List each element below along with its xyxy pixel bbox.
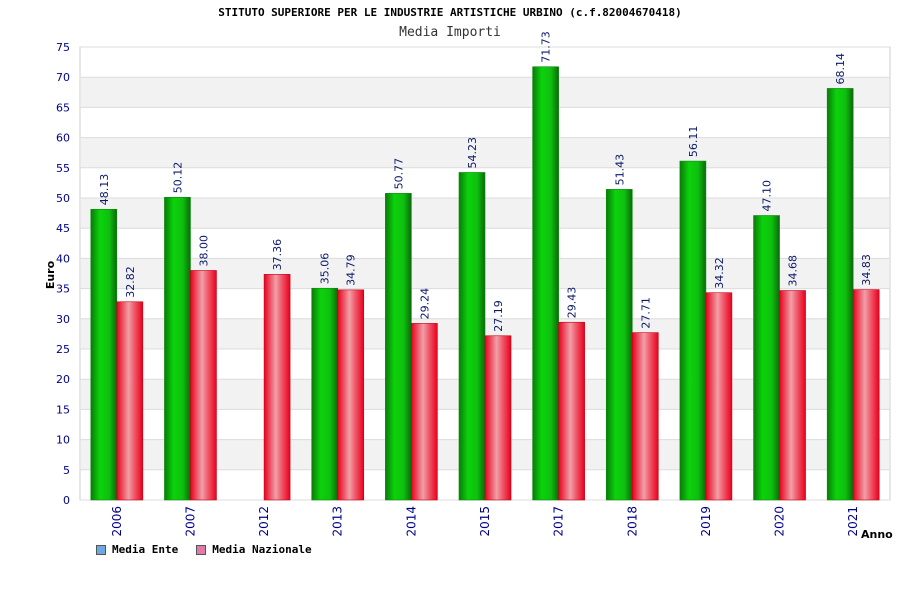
value-label-media-nazionale-2021: 34.83 xyxy=(860,254,873,286)
value-label-media-ente-2007: 50.12 xyxy=(171,162,184,194)
chart-subtitle: Media Importi xyxy=(399,25,501,40)
x-tick-label-2006: 2006 xyxy=(110,506,124,537)
legend-item-media-ente: Media Ente xyxy=(96,543,178,556)
bar-value-labels: 48.13 32.82 50.12 38.00 37.36 35.06 34.79 50.77… xyxy=(98,31,873,332)
value-label-media-ente-2015: 54.23 xyxy=(466,137,479,169)
legend-label-media-nazionale: Media Nazionale xyxy=(212,543,312,556)
value-label-media-nazionale-2006: 32.82 xyxy=(124,266,137,298)
legend-item-media-nazionale: Media Nazionale xyxy=(196,543,312,556)
legend-label-media-ente: Media Ente xyxy=(112,543,179,556)
value-label-media-ente-2021: 68.14 xyxy=(834,53,847,85)
x-tick-label-2020: 2020 xyxy=(773,506,787,537)
value-label-media-ente-2014: 50.77 xyxy=(392,158,405,190)
bar-media-ente-2017 xyxy=(532,66,559,501)
x-tick-label-2017: 2017 xyxy=(552,506,566,537)
y-tick-label: 40 xyxy=(56,252,70,265)
x-tick-label-2013: 2013 xyxy=(331,506,345,537)
legend: Media Ente Media Nazionale xyxy=(96,543,312,556)
y-tick-label: 15 xyxy=(56,403,70,416)
value-label-media-nazionale-2014: 29.24 xyxy=(418,288,431,320)
value-label-media-nazionale-2020: 34.68 xyxy=(787,255,800,287)
legend-swatch-media-ente xyxy=(96,544,106,555)
y-tick-label: 55 xyxy=(56,162,70,175)
bar-media-nazionale-2014 xyxy=(411,323,438,501)
bar-media-nazionale-2006 xyxy=(116,301,144,501)
background-band xyxy=(81,77,889,108)
bar-media-ente-2006 xyxy=(90,208,118,501)
value-label-media-nazionale-2013: 34.79 xyxy=(345,254,358,286)
background-band xyxy=(81,137,889,168)
x-tick-label-2019: 2019 xyxy=(699,506,713,537)
bar-media-nazionale-2007 xyxy=(190,270,217,501)
y-tick-label: 30 xyxy=(56,313,70,326)
bar-media-nazionale-2012 xyxy=(263,274,291,501)
y-tick-label: 75 xyxy=(56,41,70,54)
bar-media-ente-2020 xyxy=(753,215,780,501)
y-tick-label: 50 xyxy=(56,192,70,205)
value-label-media-nazionale-2018: 27.71 xyxy=(639,297,652,329)
bar-media-ente-2007 xyxy=(164,196,191,501)
x-tick-label-2018: 2018 xyxy=(625,506,639,537)
bar-media-nazionale-2013 xyxy=(337,289,365,501)
value-label-media-ente-2013: 35.06 xyxy=(319,253,332,285)
value-label-media-nazionale-2015: 27.19 xyxy=(492,300,505,332)
bar-media-ente-2021 xyxy=(826,88,854,501)
bar-media-ente-2018 xyxy=(605,189,633,501)
value-label-media-nazionale-2012: 37.36 xyxy=(271,239,284,271)
x-axis-title: Anno xyxy=(861,528,893,541)
chart-title: STITUTO SUPERIORE PER LE INDUSTRIE ARTIS… xyxy=(218,6,682,19)
x-tick-label-2015: 2015 xyxy=(478,506,492,537)
y-axis-title: Euro xyxy=(44,260,57,289)
y-tick-label: 10 xyxy=(56,434,70,447)
bar-media-nazionale-2020 xyxy=(779,290,806,501)
bar-media-ente-2014 xyxy=(385,193,412,501)
y-tick-label: 60 xyxy=(56,132,70,145)
bar-media-nazionale-2017 xyxy=(558,321,585,501)
x-tick-label-2014: 2014 xyxy=(404,506,418,537)
x-axis-ticks: 2006 2007 2012 2013 2014 2015 2017 2018 2019 2020… xyxy=(110,506,860,537)
bar-media-nazionale-2019 xyxy=(705,292,733,501)
y-axis-ticks: 0 5 10 15 20 25 30 35 40 45 50 55 60 65 70 75 xyxy=(56,41,70,507)
y-tick-label: 0 xyxy=(63,494,70,507)
value-label-media-ente-2020: 47.10 xyxy=(761,180,774,212)
value-label-media-nazionale-2007: 38.00 xyxy=(197,235,210,267)
bar-media-ente-2015 xyxy=(458,172,486,501)
bar-media-nazionale-2018 xyxy=(631,332,659,501)
value-label-media-ente-2006: 48.13 xyxy=(98,174,111,206)
y-tick-label: 5 xyxy=(63,464,70,477)
bar-media-ente-2013 xyxy=(311,287,339,501)
y-tick-label: 25 xyxy=(56,343,70,356)
x-tick-label-2012: 2012 xyxy=(257,506,271,537)
value-label-media-ente-2019: 56.11 xyxy=(687,126,700,158)
y-tick-label: 65 xyxy=(56,101,70,114)
x-tick-label-2021: 2021 xyxy=(846,506,860,537)
bar-media-ente-2019 xyxy=(679,160,707,501)
value-label-media-ente-2017: 71.73 xyxy=(540,31,553,63)
y-tick-label: 70 xyxy=(56,71,70,84)
value-label-media-ente-2018: 51.43 xyxy=(613,154,626,186)
y-tick-label: 45 xyxy=(56,222,70,235)
x-tick-label-2007: 2007 xyxy=(183,506,197,537)
legend-swatch-media-nazionale xyxy=(196,544,207,555)
bar-media-nazionale-2021 xyxy=(852,289,880,501)
value-label-media-nazionale-2019: 34.32 xyxy=(713,257,726,289)
bar-media-nazionale-2015 xyxy=(484,335,512,501)
y-tick-label: 20 xyxy=(56,373,70,386)
y-tick-label: 35 xyxy=(56,283,70,296)
value-label-media-nazionale-2017: 29.43 xyxy=(566,287,579,319)
bars xyxy=(90,66,880,501)
